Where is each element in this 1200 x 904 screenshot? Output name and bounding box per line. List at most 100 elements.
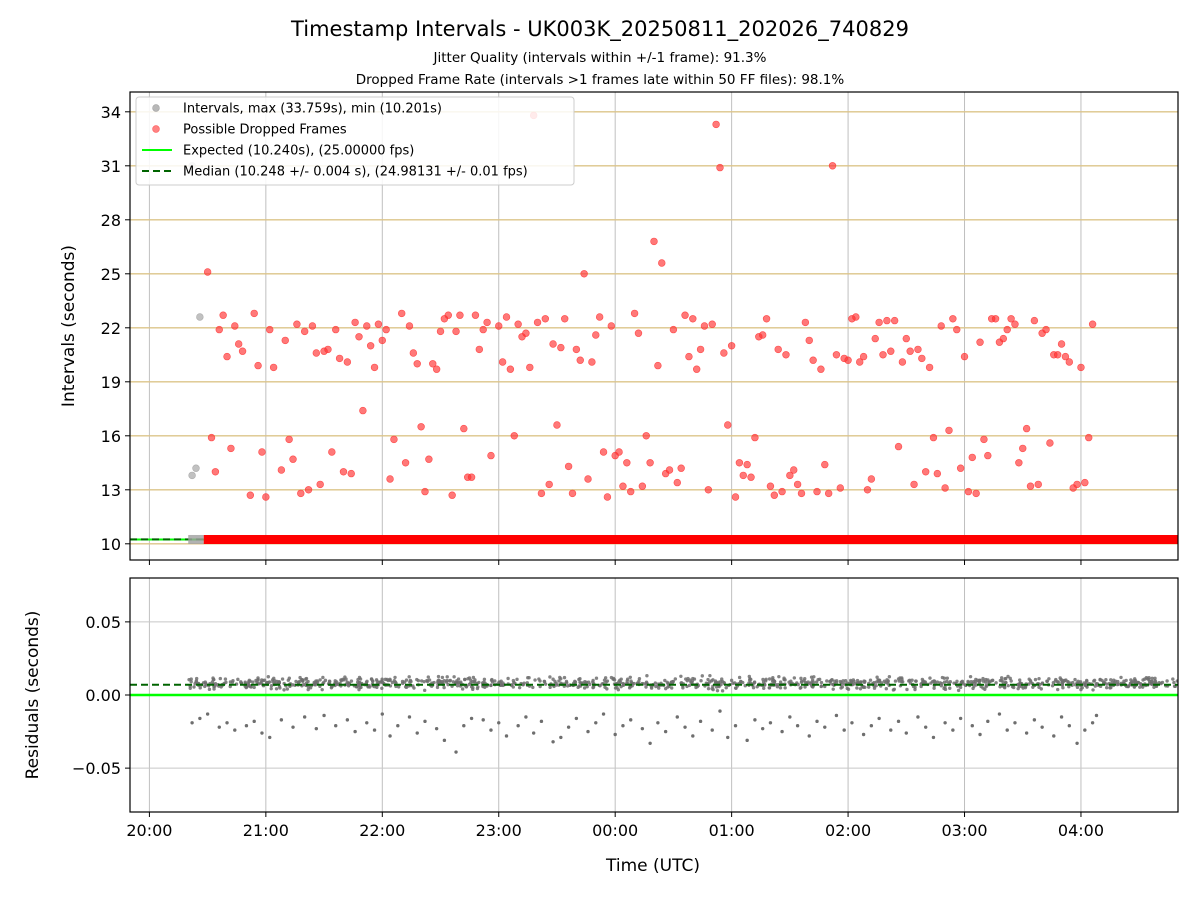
dropped-frame-point xyxy=(762,315,771,323)
residual-outlier-point xyxy=(462,724,466,728)
residual-point xyxy=(1056,687,1060,692)
dropped-frame-point xyxy=(510,432,518,440)
residual-outlier-point xyxy=(559,735,563,740)
dropped-frame-point xyxy=(254,361,262,370)
dropped-frame-point xyxy=(735,459,744,467)
residual-point xyxy=(905,687,909,692)
residual-point xyxy=(900,677,904,681)
residual-point xyxy=(877,680,881,684)
residual-point xyxy=(236,677,240,682)
dropped-frame-point xyxy=(347,469,355,478)
dropped-frame-point xyxy=(541,315,550,323)
residual-point xyxy=(308,686,313,690)
residual-outlier-point xyxy=(574,716,579,721)
residual-outlier-point xyxy=(861,732,866,737)
dropped-frame-point xyxy=(599,448,608,456)
dropped-frame-point xyxy=(619,482,627,490)
dropped-frame-point xyxy=(623,459,631,467)
residual-point xyxy=(751,686,756,690)
residual-point xyxy=(829,682,833,686)
dropped-frame-point xyxy=(615,448,623,456)
residual-point xyxy=(469,678,473,682)
residual-point xyxy=(243,680,247,684)
residual-point xyxy=(198,686,202,690)
dropped-frame-point xyxy=(250,309,258,318)
residual-point xyxy=(940,675,945,680)
residual-outlier-point xyxy=(260,731,264,735)
residual-outlier-point xyxy=(551,740,555,744)
plot-area xyxy=(130,111,1178,544)
residual-point xyxy=(706,686,711,691)
residual-point xyxy=(482,677,487,682)
residual-point xyxy=(629,681,634,685)
residual-point xyxy=(843,678,848,683)
residual-outlier-point xyxy=(807,734,811,738)
residual-point xyxy=(868,678,873,682)
residual-point xyxy=(1060,683,1064,687)
dropped-frame-point xyxy=(859,352,868,361)
dropped-frame-point xyxy=(382,325,390,334)
dropped-frame-point xyxy=(828,162,837,170)
residual-outlier-point xyxy=(601,712,606,716)
dropped-frame-point xyxy=(797,489,806,498)
residual-point xyxy=(948,686,952,690)
residual-outlier-point xyxy=(675,715,679,719)
residual-outlier-point xyxy=(531,731,536,735)
residual-point xyxy=(442,685,446,690)
residual-point xyxy=(1009,679,1013,683)
residual-point xyxy=(686,676,690,681)
residual-point xyxy=(436,680,440,685)
residual-point xyxy=(875,675,879,679)
residual-point xyxy=(188,686,192,691)
residual-point xyxy=(920,677,925,682)
residual-point xyxy=(314,681,318,685)
residual-outlier-point xyxy=(760,726,765,731)
residual-point xyxy=(884,687,888,691)
residual-point xyxy=(825,679,829,683)
residual-outlier-point xyxy=(970,724,974,728)
dropped-frame-point xyxy=(902,334,910,343)
dropped-frame-point xyxy=(1030,316,1039,325)
residual-point xyxy=(861,685,866,690)
dropped-frame-point xyxy=(576,356,584,364)
residual-outlier-point xyxy=(423,719,427,724)
dropped-frame-point xyxy=(914,345,922,354)
residual-point xyxy=(1143,677,1147,681)
dropped-frame-point xyxy=(475,345,484,354)
x-tick-label: 01:00 xyxy=(709,821,755,840)
dropped-frame-point xyxy=(673,478,681,487)
residual-point xyxy=(1109,678,1113,682)
residual-point xyxy=(802,679,806,683)
residual-point xyxy=(1093,684,1097,688)
dropped-frame-point xyxy=(941,484,949,492)
dropped-frame-point xyxy=(223,352,231,361)
residual-point xyxy=(956,688,961,693)
dropped-frame-point xyxy=(925,363,934,372)
residual-point xyxy=(472,680,476,684)
residual-point xyxy=(1092,679,1096,683)
residual-point xyxy=(357,675,362,680)
y-tick-label: 22 xyxy=(101,319,121,338)
residual-point xyxy=(463,677,467,682)
residual-outlier-point xyxy=(1067,724,1072,728)
residual-outlier-point xyxy=(345,718,350,722)
residual-point xyxy=(718,680,723,684)
dropped-frame-point xyxy=(984,451,992,460)
residual-point xyxy=(230,680,235,684)
residual-point xyxy=(455,684,460,688)
residual-point xyxy=(246,682,251,686)
dropped-frame-point xyxy=(708,320,716,328)
residual-point xyxy=(432,680,436,685)
residual-outlier-point xyxy=(322,713,326,718)
residual-point xyxy=(761,677,765,682)
dropped-frame-point xyxy=(526,363,534,372)
x-tick-label: 21:00 xyxy=(243,821,289,840)
residual-outlier-point xyxy=(497,721,501,725)
residual-point xyxy=(1045,679,1049,683)
dropped-frame-point xyxy=(727,342,736,350)
residual-point xyxy=(285,687,290,691)
residual-point xyxy=(998,678,1003,683)
dropped-frame-point xyxy=(801,318,810,327)
residual-point xyxy=(778,686,783,690)
dropped-frame-point xyxy=(471,311,480,319)
